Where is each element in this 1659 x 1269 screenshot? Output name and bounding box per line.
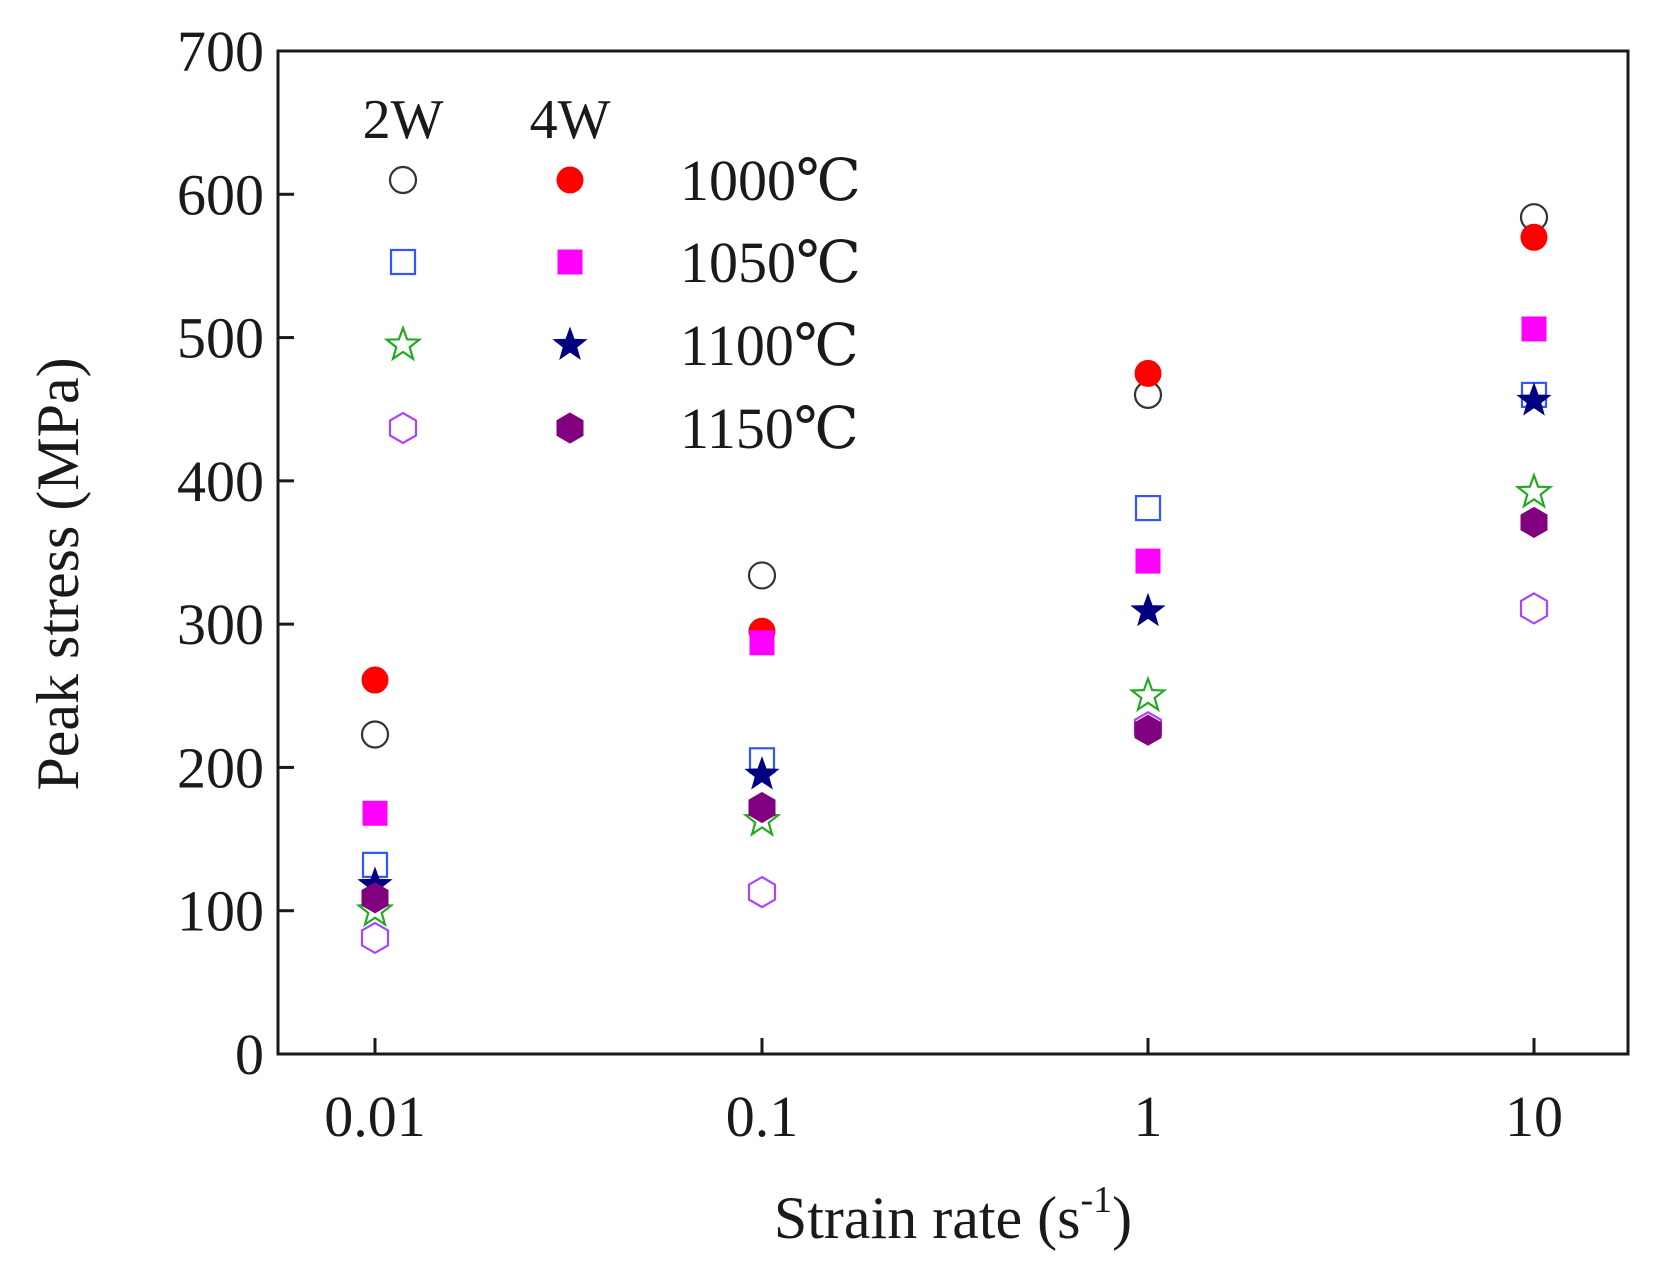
- legend-label: 1000℃: [680, 148, 861, 213]
- legend-marker-open-square: [389, 248, 417, 276]
- y-tick-label: 700: [177, 19, 264, 84]
- data-point: [747, 561, 777, 590]
- data-point: [362, 800, 388, 826]
- y-axis-title: Peak stress (MPa): [25, 357, 91, 790]
- x-tick-label: 0.1: [726, 1084, 799, 1149]
- series-filled-square: [362, 316, 1547, 826]
- data-point: [361, 882, 389, 914]
- data-point: [749, 630, 775, 656]
- legend-label: 1150℃: [680, 396, 859, 461]
- legend-marker-filled-square: [557, 249, 583, 275]
- y-tick-label: 500: [177, 306, 264, 371]
- legend-marker-filled-circle: [556, 166, 584, 194]
- data-point: [1514, 472, 1554, 509]
- data-point: [1135, 548, 1161, 574]
- y-tick-label: 400: [177, 449, 264, 514]
- data-point: [360, 720, 390, 749]
- legend-marker-open-hexagon: [388, 411, 418, 445]
- legend-header-4w: 4W: [530, 89, 611, 151]
- legend-marker-open-star: [383, 324, 423, 362]
- legend-marker-open-circle: [388, 165, 418, 195]
- y-tick-label: 600: [177, 162, 264, 227]
- data-point: [1134, 494, 1162, 522]
- legend-label: 1100℃: [680, 313, 859, 378]
- data-point: [1134, 359, 1162, 387]
- data-point: [1516, 382, 1552, 416]
- x-tick-label: 0.01: [324, 1084, 426, 1149]
- legend-header-2w: 2W: [363, 89, 444, 151]
- legend-marker-filled-star: [552, 326, 588, 360]
- series-open-star: [355, 472, 1554, 928]
- legend-label: 1050℃: [680, 230, 861, 295]
- data-point: [1521, 316, 1547, 342]
- y-tick-label: 300: [177, 592, 264, 657]
- y-tick-label: 100: [177, 879, 264, 944]
- legend: 2W 4W 1000℃ 1050℃ 1100℃ 1150℃: [363, 89, 861, 461]
- data-point: [744, 756, 780, 790]
- data-point: [360, 921, 390, 955]
- data-point: [1519, 592, 1549, 625]
- data-point: [1128, 675, 1168, 713]
- x-tick-label: 10: [1505, 1084, 1563, 1149]
- data-point: [1520, 223, 1548, 251]
- data-points: [355, 203, 1554, 955]
- x-axis-title-main: Strain rate (s: [774, 1185, 1081, 1251]
- data-point: [1134, 714, 1162, 746]
- y-tick-label: 0: [235, 1022, 264, 1087]
- data-point: [747, 875, 777, 909]
- series-open-circle: [360, 203, 1549, 749]
- data-point: [361, 666, 389, 694]
- series-filled-star: [357, 382, 1552, 900]
- series-open-hexagon: [360, 592, 1549, 955]
- x-axis: 0.01 0.1 1 10: [324, 1038, 1563, 1149]
- y-tick-label: 200: [177, 735, 264, 800]
- y-axis: 0 100 200 300 400 500 600 700: [177, 19, 294, 1087]
- x-tick-label: 1: [1134, 1084, 1163, 1149]
- plot-frame: [276, 49, 1630, 1056]
- series-open-square: [361, 381, 1548, 878]
- x-axis-title-close: ): [1112, 1185, 1132, 1251]
- x-axis-title-superscript: -1: [1080, 1179, 1112, 1221]
- data-point: [748, 791, 776, 824]
- data-point: [1130, 592, 1166, 627]
- x-axis-title: Strain rate (s-1): [774, 1179, 1132, 1251]
- series-filled-hexagon: [361, 506, 1548, 914]
- legend-marker-filled-hexagon: [556, 412, 584, 444]
- series-filled-circle: [361, 223, 1548, 694]
- data-point: [1520, 506, 1548, 538]
